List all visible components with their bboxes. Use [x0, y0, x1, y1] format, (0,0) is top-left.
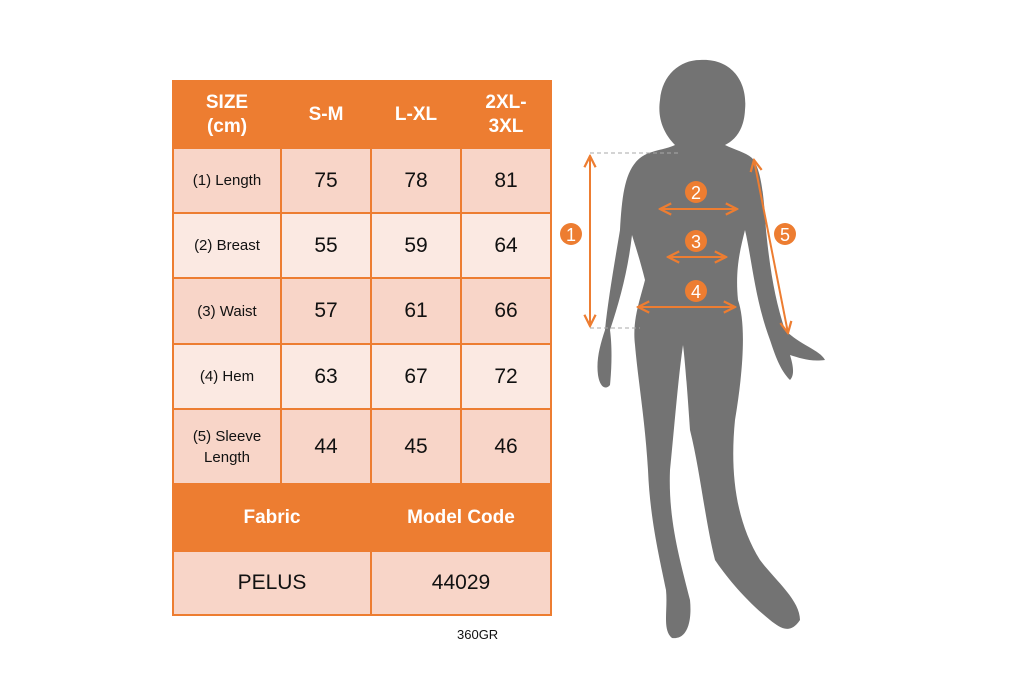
- table-row: (3) Waist 57 61 66: [172, 277, 552, 345]
- header-s-m: S-M: [280, 80, 372, 149]
- cell: 59: [370, 212, 462, 279]
- row-label: (2) Breast: [172, 212, 282, 279]
- model-code-value: 44029: [370, 550, 552, 616]
- cell: 63: [280, 343, 372, 410]
- svg-text:2: 2: [691, 183, 701, 203]
- header-size: SIZE (cm): [172, 80, 282, 149]
- cell: 72: [460, 343, 552, 410]
- cell: 55: [280, 212, 372, 279]
- svg-text:1: 1: [566, 225, 576, 245]
- table-row: (4) Hem 63 67 72: [172, 343, 552, 410]
- row-label: (1) Length: [172, 147, 282, 214]
- cell: 44: [280, 408, 372, 485]
- marker-4: 4: [685, 280, 707, 302]
- marker-3: 3: [685, 230, 707, 252]
- cell: 78: [370, 147, 462, 214]
- svg-text:5: 5: [780, 225, 790, 245]
- marker-2: 2: [685, 181, 707, 203]
- marker-5: 5: [774, 223, 796, 245]
- footer-header-row: Fabric Model Code: [172, 483, 552, 552]
- table-header-row: SIZE (cm) S-M L-XL 2XL-3XL: [172, 80, 552, 149]
- header-model-code: Model Code: [370, 483, 552, 552]
- cell: 45: [370, 408, 462, 485]
- size-chart-table: SIZE (cm) S-M L-XL 2XL-3XL (1) Length 75…: [172, 80, 552, 616]
- sleeve-arrow: [754, 160, 788, 333]
- cell: 81: [460, 147, 552, 214]
- cell: 57: [280, 277, 372, 345]
- marker-1: 1: [560, 223, 582, 245]
- row-label: (3) Waist: [172, 277, 282, 345]
- silhouette-icon: [597, 59, 825, 639]
- cell: 61: [370, 277, 462, 345]
- row-label: (5) Sleeve Length: [172, 408, 282, 485]
- fabric-value: PELUS: [172, 550, 372, 616]
- table-row: (1) Length 75 78 81: [172, 147, 552, 214]
- header-2xl-3xl: 2XL-3XL: [460, 80, 552, 149]
- row-label: (4) Hem: [172, 343, 282, 410]
- body-silhouette-figure: 1 2 3 4 5: [560, 59, 825, 639]
- svg-text:3: 3: [691, 232, 701, 252]
- cell: 64: [460, 212, 552, 279]
- cell: 75: [280, 147, 372, 214]
- cell: 66: [460, 277, 552, 345]
- header-fabric: Fabric: [172, 483, 372, 552]
- table-row: (5) Sleeve Length 44 45 46: [172, 408, 552, 485]
- cell: 67: [370, 343, 462, 410]
- fabric-weight: 360GR: [457, 627, 499, 642]
- header-l-xl: L-XL: [370, 80, 462, 149]
- cell: 46: [460, 408, 552, 485]
- footer-value-row: PELUS 44029: [172, 550, 552, 616]
- svg-text:4: 4: [691, 282, 701, 302]
- table-row: (2) Breast 55 59 64: [172, 212, 552, 279]
